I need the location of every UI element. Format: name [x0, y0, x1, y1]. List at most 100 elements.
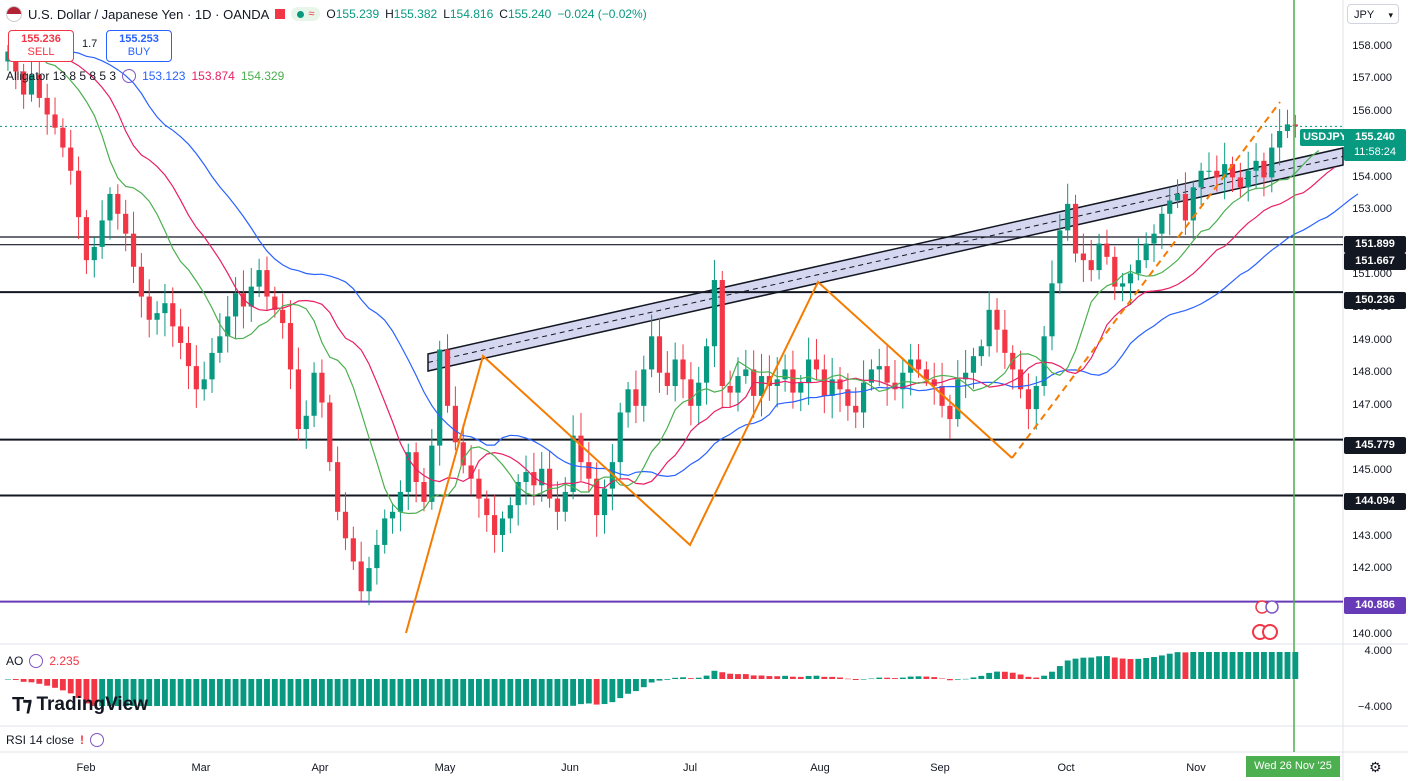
level-tag: 144.094	[1344, 493, 1406, 510]
alligator-label: Alligator 13 8 5 8 5 3	[6, 69, 117, 83]
market-status-pill[interactable]: ≈	[291, 7, 321, 21]
level-tag: 150.236	[1344, 292, 1406, 309]
ao-legend[interactable]: AO 2.235	[6, 654, 79, 668]
buy-price: 155.253	[119, 33, 159, 45]
ao-bar	[868, 678, 875, 680]
ao-bar	[1237, 652, 1244, 679]
ao-bar	[1064, 660, 1071, 679]
candle-body	[476, 478, 482, 499]
candle-body	[1206, 170, 1212, 172]
ao-bar	[994, 671, 1000, 679]
ao-bar	[1213, 652, 1220, 679]
indicator-settings-icon[interactable]	[122, 69, 137, 83]
candle-body	[1057, 230, 1063, 284]
rsi-settings-icon[interactable]	[90, 733, 105, 747]
ao-bar	[421, 679, 427, 706]
ao-bar	[593, 679, 600, 705]
warning-icon[interactable]: !	[80, 733, 85, 747]
ao-settings-icon[interactable]	[29, 654, 44, 668]
month-label: Aug	[810, 762, 830, 774]
ao-bar	[1088, 657, 1095, 679]
ao-bar	[947, 679, 953, 681]
ao-bar	[954, 679, 961, 680]
ao-bar	[1033, 677, 1040, 679]
candle-body	[963, 372, 969, 380]
candle-body	[1277, 131, 1283, 148]
buy-button[interactable]: 155.253 BUY	[106, 30, 172, 62]
ao-bar	[931, 677, 938, 679]
ao-bar	[428, 679, 435, 706]
symbol-title[interactable]: U.S. Dollar / Japanese Yen · 1D · OANDA	[28, 6, 270, 22]
ao-bar	[342, 679, 349, 706]
earnings-event-icon	[1262, 624, 1278, 640]
level-tag: 151.899	[1344, 236, 1406, 253]
candle-body	[162, 303, 168, 314]
candle-body	[1253, 160, 1259, 171]
economic-event-icon	[1265, 600, 1279, 614]
price-tick: 145.000	[1352, 464, 1392, 476]
candle-body	[272, 296, 278, 310]
tv-logo-text: TradingView	[36, 693, 149, 715]
ao-bar	[28, 679, 35, 683]
ao-bar	[287, 679, 294, 706]
symbol-tag[interactable]: USDJPY	[1300, 129, 1350, 146]
candle-body	[594, 478, 600, 516]
tradingview-logo[interactable]: T⁊ TradingView	[12, 692, 148, 717]
candle-body	[36, 74, 42, 98]
candle-body	[1104, 243, 1110, 257]
rsi-legend[interactable]: RSI 14 close !	[6, 733, 105, 747]
ao-bar	[358, 679, 365, 706]
candle-body	[21, 71, 27, 95]
sell-button[interactable]: 155.236 SELL	[8, 30, 74, 62]
ao-bar	[1096, 656, 1102, 679]
ao-bar	[844, 678, 851, 680]
ao-bar	[617, 679, 624, 699]
ao-bar	[436, 679, 443, 706]
price-tick: 149.000	[1352, 334, 1392, 346]
ao-bar	[99, 679, 106, 706]
month-label: Sep	[930, 762, 950, 774]
flag-marker-icon[interactable]	[275, 9, 286, 19]
ao-bar	[373, 679, 380, 706]
ao-bar	[774, 676, 781, 679]
ao-bar	[334, 679, 341, 706]
ao-bar	[562, 679, 569, 706]
ao-bar	[389, 679, 396, 706]
ao-bar	[1009, 672, 1016, 679]
candle-body	[492, 515, 498, 535]
settings-gear-icon[interactable]: ⚙	[1369, 759, 1382, 775]
alligator-legend[interactable]: Alligator 13 8 5 8 5 3 153.123 153.874 1…	[6, 69, 284, 83]
candle-body	[327, 402, 333, 463]
sell-price: 155.236	[21, 33, 61, 45]
candle-body	[546, 468, 553, 499]
price-tick: 143.000	[1352, 530, 1392, 542]
candle-body	[499, 518, 506, 535]
ao-bar	[209, 679, 215, 706]
level-tag: 140.886	[1344, 597, 1406, 614]
ao-bar	[860, 679, 867, 680]
candle-body	[531, 472, 537, 486]
candle-body	[994, 309, 1000, 330]
candle-body	[1112, 256, 1118, 287]
ao-bar	[829, 676, 836, 679]
candle-body	[578, 435, 584, 463]
candle-body	[1017, 369, 1024, 390]
candle-body	[931, 379, 937, 386]
ao-bar	[114, 679, 121, 706]
candle-body	[1151, 233, 1157, 244]
ao-bar	[1158, 655, 1165, 679]
ao-bar	[892, 678, 898, 679]
ao-bar	[1198, 652, 1205, 679]
ao-bar	[1080, 657, 1087, 679]
candle-body	[853, 405, 859, 413]
candle-body	[130, 233, 137, 267]
cursor-date-tag: Wed 26 Nov '25	[1246, 756, 1340, 777]
ao-bar	[1166, 653, 1173, 679]
candle-body	[1088, 260, 1094, 271]
candle-body	[868, 369, 875, 383]
ao-bar	[962, 678, 969, 680]
ao-bar	[224, 679, 231, 706]
currency-selector[interactable]: JPY ▾	[1347, 4, 1399, 24]
ao-bar	[805, 675, 812, 679]
